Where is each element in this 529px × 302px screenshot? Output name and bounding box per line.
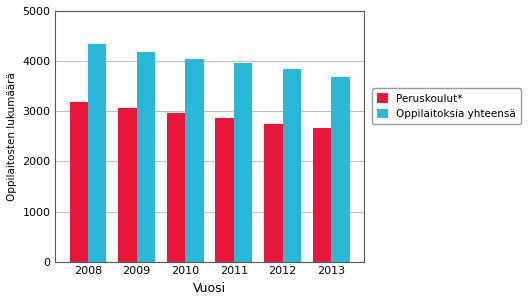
Bar [69, 102, 88, 262]
Bar [167, 113, 185, 262]
X-axis label: Vuosi: Vuosi [193, 282, 226, 295]
Bar [215, 118, 234, 262]
Bar [282, 69, 301, 262]
Bar [331, 77, 350, 262]
Bar [88, 44, 106, 262]
Y-axis label: Oppilaitosten lukumäärä: Oppilaitosten lukumäärä [7, 72, 17, 201]
Bar [234, 63, 252, 262]
Bar [264, 124, 282, 262]
Bar [118, 108, 136, 262]
Bar [136, 52, 155, 262]
Bar [185, 59, 204, 262]
Legend: Peruskoulut*, Oppilaitoksia yhteensä: Peruskoulut*, Oppilaitoksia yhteensä [372, 88, 521, 124]
Bar [313, 128, 331, 262]
